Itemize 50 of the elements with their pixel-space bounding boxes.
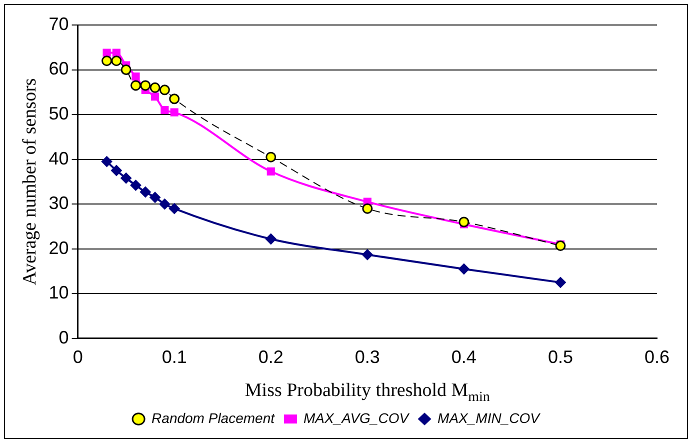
point <box>150 82 160 93</box>
point <box>362 249 373 260</box>
point <box>266 167 275 176</box>
y-tick-label: 10 <box>48 282 69 303</box>
point <box>159 198 170 210</box>
point <box>554 276 566 288</box>
point <box>458 264 470 275</box>
point <box>111 56 122 66</box>
point <box>168 203 180 214</box>
y-tick-label: 70 <box>48 14 69 34</box>
point <box>130 180 142 191</box>
point <box>130 80 141 91</box>
point <box>170 108 178 116</box>
point <box>159 84 170 96</box>
x-tick-label: 0.3 <box>354 347 380 368</box>
point <box>110 165 122 176</box>
legend-label: MAX_AVG_COV <box>304 410 410 426</box>
point <box>132 72 140 81</box>
legend-label: MAX_MIN_COV <box>438 410 542 426</box>
point <box>266 152 276 162</box>
point <box>101 156 112 168</box>
point <box>169 94 180 104</box>
point <box>151 92 160 101</box>
point <box>120 172 132 184</box>
y-tick-label: 20 <box>48 238 69 258</box>
point <box>555 240 566 251</box>
point <box>102 48 111 57</box>
x-tick-label: 0 <box>72 347 83 368</box>
point <box>112 48 120 57</box>
point <box>102 56 112 66</box>
x-tick-label: 0.2 <box>258 347 284 368</box>
point <box>362 203 373 214</box>
point <box>265 234 276 245</box>
point <box>140 80 151 91</box>
point <box>160 106 169 114</box>
x-tick-label: 0.6 <box>644 347 670 368</box>
y-tick-label: 60 <box>48 58 69 79</box>
y-axis-title: Average number of sensors <box>19 78 40 286</box>
y-tick-label: 50 <box>48 104 69 124</box>
y-tick-label: 40 <box>48 148 69 168</box>
y-tick-label: 0 <box>58 327 69 348</box>
y-tick-label: 30 <box>48 193 69 214</box>
point <box>140 186 151 198</box>
x-tick-label: 0.1 <box>162 347 187 368</box>
legend-label: Random Placement <box>152 410 276 426</box>
point <box>150 192 161 203</box>
x-tick-label: 0.5 <box>548 347 573 368</box>
x-tick-label: 0.4 <box>451 347 476 368</box>
point <box>458 216 470 228</box>
point <box>120 64 132 76</box>
